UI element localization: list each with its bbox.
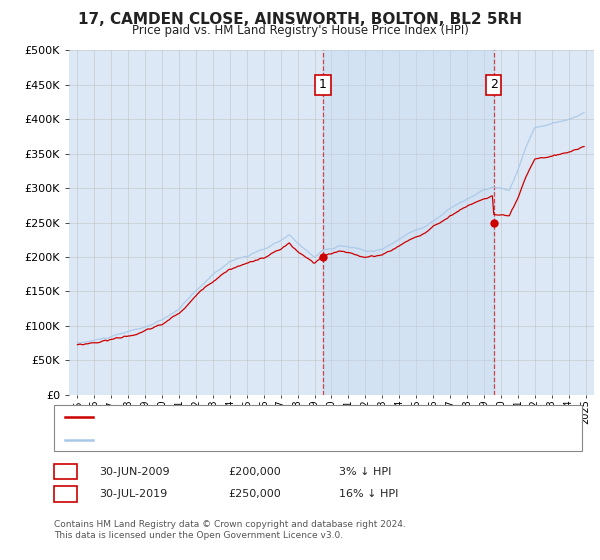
Text: £250,000: £250,000 (228, 489, 281, 499)
Text: Contains HM Land Registry data © Crown copyright and database right 2024.
This d: Contains HM Land Registry data © Crown c… (54, 520, 406, 540)
Text: 30-JUN-2009: 30-JUN-2009 (99, 466, 170, 477)
Text: 17, CAMDEN CLOSE, AINSWORTH, BOLTON, BL2 5RH (detached house): 17, CAMDEN CLOSE, AINSWORTH, BOLTON, BL2… (99, 412, 466, 422)
Text: 3% ↓ HPI: 3% ↓ HPI (339, 466, 391, 477)
Text: £200,000: £200,000 (228, 466, 281, 477)
Text: 2: 2 (61, 487, 70, 501)
Text: 1: 1 (319, 78, 327, 91)
Text: 30-JUL-2019: 30-JUL-2019 (99, 489, 167, 499)
Text: 2: 2 (490, 78, 497, 91)
Text: 17, CAMDEN CLOSE, AINSWORTH, BOLTON, BL2 5RH: 17, CAMDEN CLOSE, AINSWORTH, BOLTON, BL2… (78, 12, 522, 27)
Bar (323, 50, 494, 395)
Text: Price paid vs. HM Land Registry's House Price Index (HPI): Price paid vs. HM Land Registry's House … (131, 24, 469, 36)
Text: 16% ↓ HPI: 16% ↓ HPI (339, 489, 398, 499)
Text: 1: 1 (61, 465, 70, 478)
Text: HPI: Average price, detached house, Bury: HPI: Average price, detached house, Bury (99, 435, 316, 445)
